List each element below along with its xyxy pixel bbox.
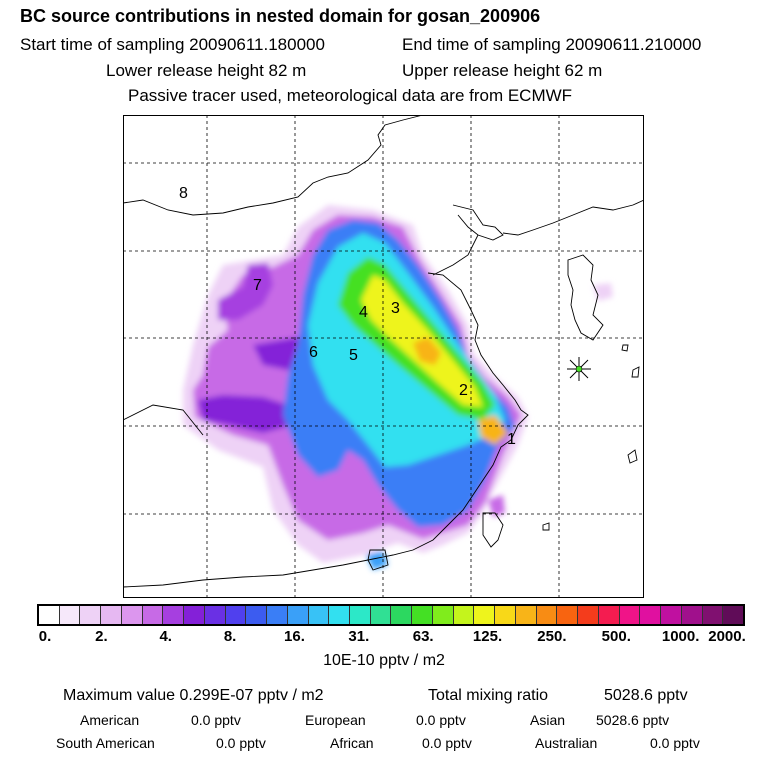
map-title: BC source contributions in nested domain… <box>20 6 541 26</box>
colorbar-tick-label: 125. <box>472 628 503 645</box>
colorbar-segment <box>225 606 247 624</box>
source-contribution-map: 1 2 3 4 5 6 7 8 <box>123 115 644 598</box>
source-european-label: European <box>305 712 366 728</box>
colorbar-segment <box>453 606 475 624</box>
contour-orange-delta <box>478 415 508 445</box>
lower-release-label: Lower release height 82 m <box>106 61 307 80</box>
source-european-value: 0.0 pptv <box>416 712 466 728</box>
colorbar-tick-label: 4. <box>159 628 172 645</box>
contour-violet-west <box>198 395 293 433</box>
colorbar-segment <box>432 606 454 624</box>
concentration-field <box>183 205 613 570</box>
region-label-8: 8 <box>179 185 188 202</box>
colorbar-tick-label: 2000. <box>708 628 746 645</box>
colorbar-tick-label: 500. <box>601 628 631 645</box>
colorbar-segment <box>350 606 371 624</box>
source-african-label: African <box>330 735 374 751</box>
colorbar-segment <box>39 606 60 624</box>
contour-blob-south <box>366 551 388 570</box>
colorbar-tick-label: 8. <box>223 628 237 645</box>
colorbar-segment <box>681 606 703 624</box>
colorbar-tick-label: 16. <box>284 628 305 645</box>
map-frame <box>123 115 644 598</box>
upper-release-label: Upper release height 62 m <box>402 61 603 80</box>
colorbar-segment <box>412 606 433 624</box>
colorbar-units: 10E-10 pptv / m2 <box>323 652 445 669</box>
source-asian-label: Asian <box>530 712 566 728</box>
colorbar-segment <box>59 606 81 624</box>
max-value-label: Maximum value 0.299E-07 pptv / m2 <box>63 687 324 704</box>
source-american-value: 0.0 pptv <box>191 712 241 728</box>
colorbar-segment <box>515 606 537 624</box>
region-label-1: 1 <box>507 431 516 448</box>
colorbar-segment <box>267 606 288 624</box>
coastlines <box>123 115 644 588</box>
colorbar-tick-label: 63. <box>412 628 434 645</box>
source-australian-value: 0.0 pptv <box>650 735 700 751</box>
colorbar-segment <box>495 606 516 624</box>
colorbar-segment <box>619 606 641 624</box>
colorbar-segment <box>308 606 330 624</box>
colorbar-segment <box>142 606 164 624</box>
contour-orange <box>413 337 441 365</box>
colorbar-segment <box>474 606 496 624</box>
region-label-7: 7 <box>253 277 262 294</box>
source-asian-value: 5028.6 pptv <box>596 712 670 728</box>
end-time-label: End time of sampling 20090611.210000 <box>402 35 702 54</box>
colorbar-tick-label: 1000. <box>661 628 700 645</box>
colorbar-segment <box>702 606 724 624</box>
colorbar-segment <box>80 606 102 624</box>
colorbar <box>37 604 745 626</box>
contour-purple-nw <box>218 263 273 320</box>
contour-blob-taiwan <box>488 495 505 517</box>
star-marker-icon <box>567 357 591 381</box>
source-american-label: American <box>80 712 140 728</box>
colorbar-segment <box>184 606 205 624</box>
colorbar-segment <box>163 606 185 624</box>
colorbar-segment <box>204 606 226 624</box>
region-label-2: 2 <box>459 382 468 399</box>
method-note: Passive tracer used, meteorological data… <box>128 86 573 105</box>
colorbar-segment <box>536 606 558 624</box>
source-australian-label: Australian <box>535 735 598 751</box>
region-label-6: 6 <box>309 344 318 361</box>
colorbar-segment <box>287 606 309 624</box>
colorbar-segment <box>578 606 599 624</box>
colorbar-tick-label: 31. <box>348 628 370 645</box>
colorbar-segment <box>723 606 743 624</box>
colorbar-segment <box>557 606 579 624</box>
region-label-5: 5 <box>349 347 358 364</box>
lat-lon-grid <box>123 115 644 598</box>
colorbar-segment <box>370 606 392 624</box>
colorbar-segment <box>121 606 143 624</box>
colorbar-tick-label: 2. <box>95 628 108 645</box>
colorbar-segment <box>640 606 662 624</box>
colorbar-segment <box>598 606 620 624</box>
source-south-american-value: 0.0 pptv <box>216 735 266 751</box>
colorbar-tick-label: 250. <box>537 628 567 645</box>
source-south-american-label: South American <box>56 735 155 751</box>
colorbar-segment <box>661 606 682 624</box>
total-mixing-label: Total mixing ratio <box>428 687 549 704</box>
start-time-label: Start time of sampling 20090611.180000 <box>20 35 325 54</box>
colorbar-segment <box>329 606 351 624</box>
source-african-value: 0.0 pptv <box>422 735 472 751</box>
region-label-4: 4 <box>359 304 368 321</box>
colorbar-segment <box>101 606 122 624</box>
total-mixing-value: 5028.6 pptv <box>604 687 688 704</box>
colorbar-tick-label: 0. <box>38 628 52 645</box>
colorbar-segment <box>391 606 413 624</box>
colorbar-segment <box>246 606 268 624</box>
region-label-3: 3 <box>391 300 400 317</box>
region-labels: 1 2 3 4 5 6 7 8 <box>179 185 516 448</box>
